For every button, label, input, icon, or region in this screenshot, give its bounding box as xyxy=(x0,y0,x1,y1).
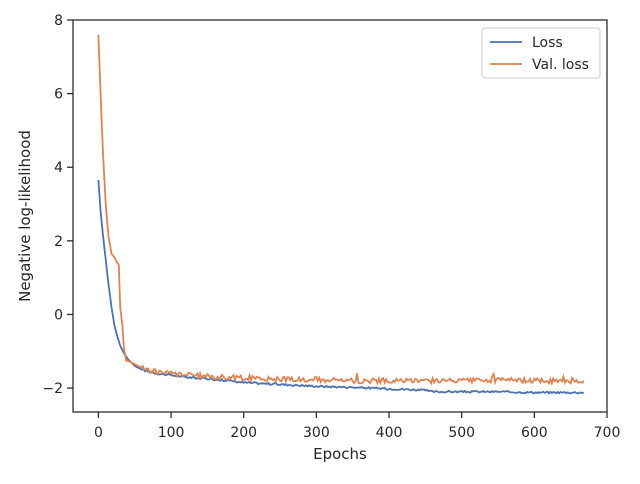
x-axis-label: Epochs xyxy=(313,445,367,463)
x-axis: 0 100 200 300 400 500 600 700 xyxy=(94,412,620,441)
y-tick-label: −2 xyxy=(42,381,63,397)
y-tick-label: 6 xyxy=(54,87,63,103)
y-tick-label: 8 xyxy=(54,13,63,29)
y-axis: −2 0 2 4 6 8 xyxy=(42,13,73,397)
y-tick-label: 0 xyxy=(54,307,63,323)
x-tick-label: 300 xyxy=(303,425,330,441)
series-line-val-loss xyxy=(97,34,585,386)
x-tick-label: 0 xyxy=(94,425,103,441)
legend-box xyxy=(481,27,601,79)
x-tick-label: 500 xyxy=(448,425,475,441)
legend-label-val-loss: Val. loss xyxy=(532,57,589,73)
x-tick-label: 400 xyxy=(376,425,403,441)
plot-background xyxy=(73,20,607,412)
y-tick-label: 2 xyxy=(54,234,63,250)
y-tick-label: 4 xyxy=(54,160,63,176)
x-tick-label: 200 xyxy=(230,425,257,441)
plot-frame xyxy=(72,19,608,413)
x-tick-label: 100 xyxy=(158,425,185,441)
y-axis-label: Negative log-likelihood xyxy=(16,130,34,302)
x-tick-label: 600 xyxy=(521,425,548,441)
legend-label-loss: Loss xyxy=(532,35,563,51)
series-layer xyxy=(97,34,585,395)
x-tick-label: 700 xyxy=(594,425,621,441)
legend: Loss Val. loss xyxy=(481,27,601,79)
